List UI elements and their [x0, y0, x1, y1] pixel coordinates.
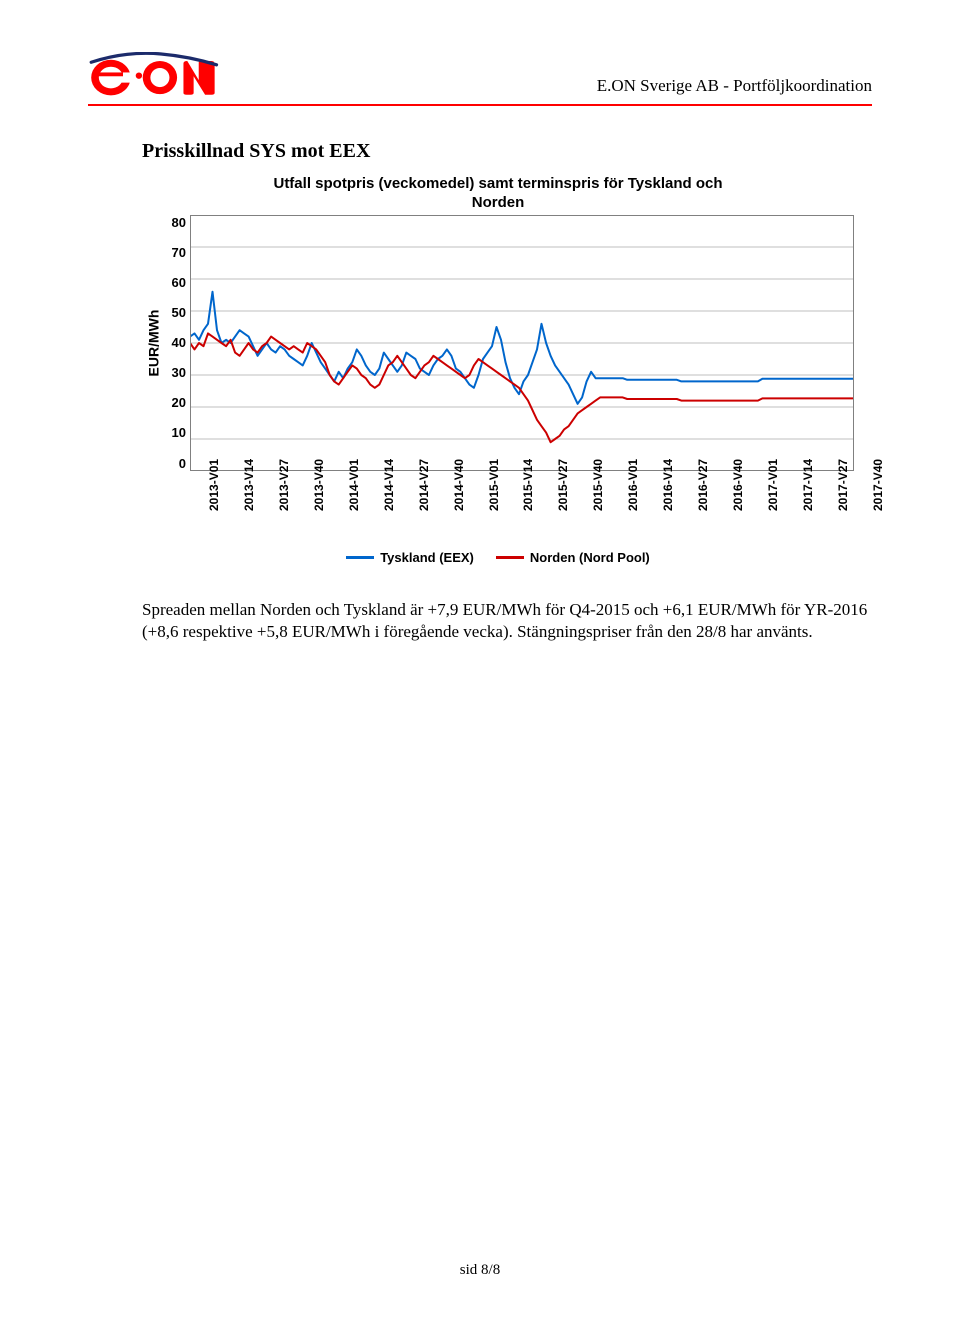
y-axis-label: EUR/MWh [145, 309, 161, 376]
plot-box [190, 215, 854, 471]
section-title: Prisskillnad SYS mot EEX [142, 140, 872, 163]
legend-label-tyskland: Tyskland (EEX) [380, 550, 474, 565]
legend-item-tyskland: Tyskland (EEX) [346, 550, 474, 565]
chart-row: EUR/MWh 80 70 60 50 40 30 20 10 0 [142, 215, 854, 471]
header-divider [88, 104, 872, 106]
y-tick-label: 70 [172, 245, 186, 260]
legend-item-norden: Norden (Nord Pool) [496, 550, 650, 565]
y-tick-label: 20 [172, 395, 186, 410]
y-tick-label: 0 [179, 456, 186, 471]
eon-logo [88, 52, 228, 98]
y-tick-label: 60 [172, 275, 186, 290]
page-footer: sid 8/8 [0, 1262, 960, 1279]
eon-logo-svg [88, 52, 228, 98]
y-tick-label: 50 [172, 305, 186, 320]
page: E.ON Sverige AB - Portföljkoordination P… [0, 0, 960, 1317]
legend-swatch-norden [496, 556, 524, 559]
line-chart-svg [190, 215, 854, 471]
header-company-line: E.ON Sverige AB - Portföljkoordination [597, 76, 872, 96]
y-ticks: 80 70 60 50 40 30 20 10 0 [164, 215, 190, 471]
chart-container: Utfall spotpris (veckomedel) samt termin… [142, 175, 854, 565]
chart-legend: Tyskland (EEX) Norden (Nord Pool) [142, 550, 854, 565]
x-ticks: 2013-V012013-V142013-V272013-V402014-V01… [190, 474, 854, 488]
y-tick-label: 30 [172, 365, 186, 380]
ylabel-wrap: EUR/MWh [142, 215, 164, 471]
chart-title-line1: Utfall spotpris (veckomedel) samt termin… [273, 175, 722, 192]
legend-swatch-tyskland [346, 556, 374, 559]
y-tick-label: 40 [172, 335, 186, 350]
body-paragraph: Spreaden mellan Norden och Tyskland är +… [142, 599, 872, 645]
chart-title-line2: Norden [472, 194, 525, 211]
y-tick-label: 80 [172, 215, 186, 230]
legend-label-norden: Norden (Nord Pool) [530, 550, 650, 565]
chart-title: Utfall spotpris (veckomedel) samt termin… [142, 175, 854, 213]
y-tick-label: 10 [172, 425, 186, 440]
top-bar: E.ON Sverige AB - Portföljkoordination [88, 52, 872, 98]
